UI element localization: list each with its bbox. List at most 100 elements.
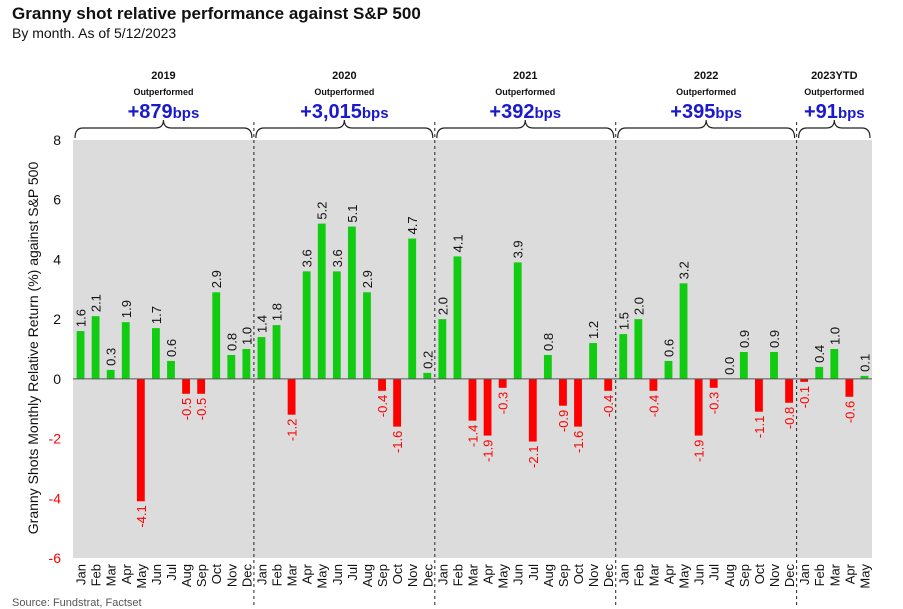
- plot-background: [73, 140, 872, 558]
- x-tick-label: Aug: [541, 564, 556, 587]
- bar: [604, 378, 613, 391]
- bar: [815, 366, 824, 379]
- year-brace: [798, 119, 871, 139]
- x-tick-label: Sep: [194, 564, 209, 587]
- bar: [785, 378, 794, 403]
- x-tick-label: Aug: [179, 564, 194, 587]
- x-tick-label: Dec: [782, 564, 797, 588]
- bar: [755, 378, 763, 412]
- bar-value-label: 0.8: [541, 333, 556, 351]
- bar-value-label: -1.4: [466, 425, 481, 447]
- x-tick-label: Jul: [345, 564, 360, 581]
- bar-value-label: 2.1: [89, 294, 104, 312]
- bar: [649, 378, 658, 391]
- bar-value-label: 3.2: [677, 261, 692, 279]
- y-axis-label: Granny Shots Monthly Relative Return (%)…: [25, 162, 41, 535]
- bar-value-label: 0.6: [661, 339, 676, 357]
- bar-value-label: -1.9: [481, 440, 496, 462]
- x-tick-label: May: [677, 564, 692, 589]
- bar: [468, 378, 477, 421]
- bar-value-label: 0.1: [857, 354, 872, 372]
- bar-value-label: 1.2: [586, 321, 601, 339]
- bar-value-label: 1.5: [616, 312, 631, 330]
- bar: [136, 378, 145, 502]
- bar-value-label: -0.6: [842, 401, 857, 423]
- bar-value-label: 1.4: [254, 315, 269, 333]
- x-tick-label: Jun: [692, 564, 707, 585]
- bar-value-label: 2.0: [435, 297, 450, 315]
- y-tick-label: 6: [53, 192, 61, 208]
- bar-value-label: 0.4: [812, 345, 827, 363]
- bar-value-label: -0.3: [496, 392, 511, 414]
- performance-bps-label: +392bps: [489, 101, 561, 123]
- x-tick-label: Dec: [601, 564, 616, 588]
- bar-value-label: 0.8: [224, 333, 239, 351]
- x-tick-label: May: [315, 564, 330, 589]
- bar: [709, 378, 718, 388]
- x-tick-label: Feb: [812, 564, 827, 586]
- x-tick-label: Nov: [224, 564, 239, 588]
- bar: [121, 322, 130, 379]
- x-tick-label: Jul: [707, 564, 722, 581]
- bar: [272, 325, 281, 379]
- bar: [679, 283, 688, 379]
- bar: [589, 343, 598, 379]
- outperformed-label: Outperformed: [133, 87, 193, 97]
- x-tick-label: Jun: [149, 564, 164, 585]
- performance-bps-label: +3,015bps: [300, 101, 388, 123]
- bar-value-label: -1.1: [752, 416, 767, 438]
- bar: [423, 372, 432, 379]
- bar-value-label: 5.2: [315, 202, 330, 220]
- bar: [167, 360, 175, 379]
- bar: [408, 238, 417, 379]
- x-tick-label: Nov: [767, 564, 782, 588]
- y-tick-label: 8: [53, 132, 61, 148]
- x-tick-label: Apr: [481, 563, 496, 584]
- bar-value-label: 3.9: [511, 240, 526, 258]
- bar: [151, 328, 160, 379]
- bar-value-label: 1.0: [827, 327, 842, 345]
- bar: [227, 354, 236, 379]
- bar: [800, 378, 809, 382]
- bar: [513, 262, 522, 379]
- x-tick-label: May: [857, 564, 872, 589]
- x-tick-label: Jan: [616, 564, 631, 585]
- x-tick-label: Aug: [360, 564, 375, 587]
- x-tick-label: May: [496, 564, 511, 589]
- x-tick-label: Mar: [285, 563, 300, 586]
- bar-value-label: 4.1: [450, 234, 465, 252]
- y-tick-label: 2: [53, 311, 61, 327]
- bar: [453, 256, 462, 379]
- bar: [317, 223, 326, 379]
- bar: [543, 354, 552, 379]
- x-tick-label: Oct: [209, 564, 224, 585]
- x-tick-label: Dec: [239, 564, 254, 588]
- x-tick-label: Jun: [511, 564, 526, 585]
- bar: [91, 316, 100, 379]
- bar-value-label: -0.4: [646, 395, 661, 417]
- bar-value-label: -0.5: [179, 398, 194, 420]
- bar-value-label: 1.7: [149, 306, 164, 324]
- x-tick-label: Jan: [254, 564, 269, 585]
- x-tick-label: Feb: [89, 564, 104, 586]
- bar-value-label: 0.9: [767, 330, 782, 348]
- x-tick-label: Nov: [405, 564, 420, 588]
- bar-value-label: 0.0: [722, 357, 737, 375]
- bar-value-label: -0.3: [707, 392, 722, 414]
- y-tick-label: 0: [53, 371, 61, 387]
- bar: [634, 319, 643, 379]
- x-tick-label: Sep: [556, 564, 571, 587]
- x-tick-label: Sep: [737, 564, 752, 587]
- outperformed-label: Outperformed: [804, 87, 864, 97]
- bar-value-label: 1.9: [119, 300, 134, 318]
- y-tick-label: -4: [49, 490, 62, 506]
- bar-value-label: -0.4: [375, 395, 390, 417]
- year-label: 2022: [694, 70, 718, 82]
- y-tick-label: -6: [49, 550, 62, 566]
- bar-value-label: 0.6: [164, 339, 179, 357]
- bar: [574, 378, 582, 427]
- bar: [212, 292, 221, 379]
- year-label: 2020: [332, 70, 356, 82]
- x-tick-label: Apr: [661, 563, 676, 584]
- year-label: 2019: [151, 70, 175, 82]
